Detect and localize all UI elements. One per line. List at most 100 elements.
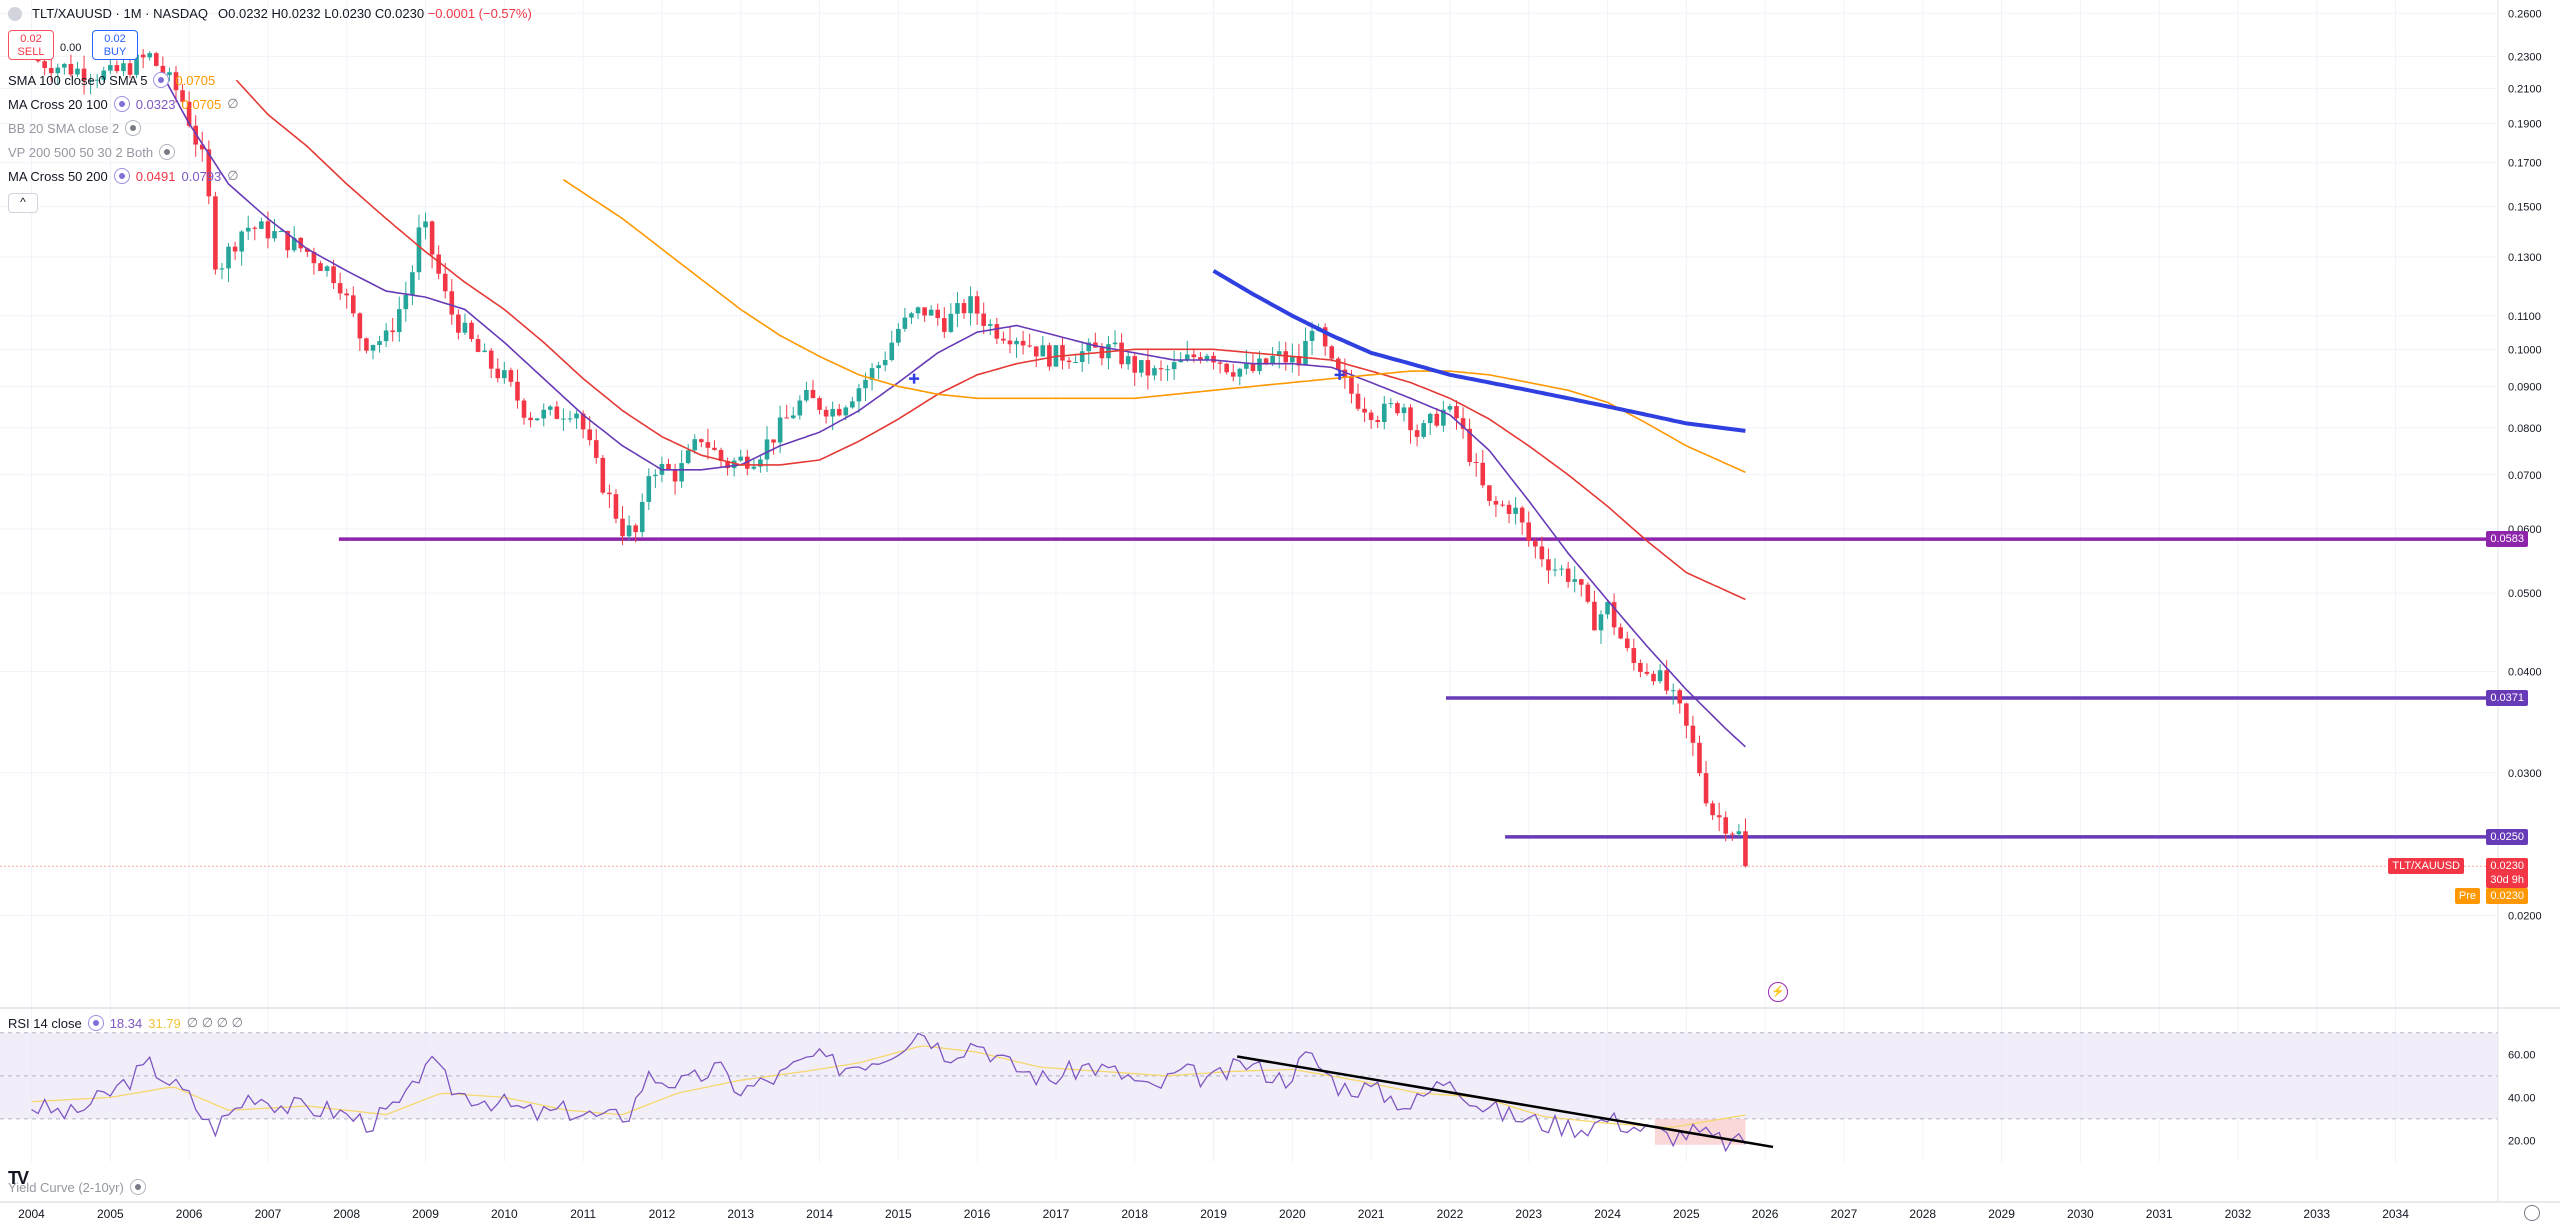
candle-body xyxy=(390,330,395,333)
candle-body xyxy=(1460,418,1466,429)
candle-body xyxy=(1677,690,1683,704)
candle-body xyxy=(140,54,146,58)
candle-body xyxy=(731,460,737,469)
eye-icon[interactable] xyxy=(113,96,130,112)
candle-body xyxy=(876,365,881,369)
candle-body xyxy=(206,149,212,197)
candle-body xyxy=(547,406,553,410)
x-tick-label: 2012 xyxy=(649,1207,676,1221)
candle-body xyxy=(305,248,310,252)
candle-body xyxy=(127,63,133,75)
indicator-value: ∅ xyxy=(227,96,239,111)
candle-body xyxy=(324,266,330,271)
indicator-row[interactable]: VP 200 500 50 30 2 Both xyxy=(8,144,176,160)
candle-body xyxy=(81,68,87,81)
eye-icon[interactable] xyxy=(113,168,130,184)
lightning-icon[interactable]: ⚡ xyxy=(1768,982,1788,1002)
candle-body xyxy=(882,360,888,366)
candle-body xyxy=(462,322,468,333)
candle-body xyxy=(685,450,691,464)
candle-body xyxy=(1355,393,1361,409)
candle-body xyxy=(1651,673,1656,682)
settings-gear-icon[interactable] xyxy=(2524,1205,2540,1221)
candle-body xyxy=(350,295,356,314)
indicator-name: MA Cross 50 200 xyxy=(8,168,108,184)
candle-body xyxy=(1592,601,1597,631)
candle-body xyxy=(1500,504,1505,506)
candle-body xyxy=(1618,627,1623,639)
indicator-row[interactable]: MA Cross 50 200 0.0491 0.0793 ∅ xyxy=(8,168,239,184)
y-tick-label: 0.1000 xyxy=(2508,344,2542,356)
eye-icon[interactable] xyxy=(87,1015,104,1031)
candle-body xyxy=(1723,817,1729,834)
candle-body xyxy=(482,350,487,352)
horizontal-lines xyxy=(0,537,2498,867)
candle-body xyxy=(456,314,461,333)
eye-icon[interactable] xyxy=(153,72,170,88)
rsi-legend[interactable]: RSI 14 close 18.34 31.79 ∅ ∅ ∅ ∅ xyxy=(8,1015,243,1031)
candle-body xyxy=(653,474,658,477)
candle-body xyxy=(1112,342,1118,345)
candle-body xyxy=(1309,330,1315,341)
rsi-line xyxy=(31,1032,1746,1153)
candle-body xyxy=(1303,340,1308,366)
candle-body xyxy=(1427,413,1433,424)
indicator-row[interactable]: BB 20 SMA close 2 xyxy=(8,120,142,136)
candle-body xyxy=(968,296,973,314)
candle-body xyxy=(1513,507,1518,514)
candle-body xyxy=(534,418,540,421)
eye-icon[interactable] xyxy=(129,1179,146,1195)
y-tick-label: 0.1700 xyxy=(2508,158,2542,170)
yield-curve-legend[interactable]: Yield Curve (2-10yr) xyxy=(8,1179,146,1195)
candle-body xyxy=(672,469,678,482)
candle-body xyxy=(423,221,428,228)
candle-body xyxy=(1395,403,1400,414)
eye-icon[interactable] xyxy=(125,120,142,136)
symbol-title[interactable]: TLT/XAUUSD · 1M · NASDAQ xyxy=(32,6,209,21)
sell-button[interactable]: 0.02 SELL xyxy=(8,30,54,60)
candle-body xyxy=(928,309,934,316)
candle-body xyxy=(35,59,41,62)
candle-body xyxy=(1578,579,1584,585)
candle-body xyxy=(1375,419,1381,423)
candle-body xyxy=(291,237,297,251)
indicator-name: SMA 100 close 0 SMA 5 xyxy=(8,72,148,88)
candle-body xyxy=(1401,407,1407,414)
candle-body xyxy=(1060,345,1065,361)
candle-body xyxy=(101,70,107,80)
x-tick-label: 2011 xyxy=(570,1207,596,1221)
y-tick-label: 0.2300 xyxy=(2508,51,2542,63)
candle-body xyxy=(1165,369,1170,371)
candle-body xyxy=(180,90,185,102)
candle-body xyxy=(561,418,566,420)
candle-body xyxy=(1624,638,1630,649)
buy-label: BUY xyxy=(103,46,127,58)
candle-body xyxy=(121,63,126,72)
indicator-row[interactable]: MA Cross 20 100 0.0323 0.0705 ∅ xyxy=(8,96,239,112)
candle-body xyxy=(272,231,277,239)
candle-body xyxy=(974,296,980,314)
candle-body xyxy=(147,53,153,58)
candle-body xyxy=(1572,579,1578,582)
candle-body xyxy=(1670,690,1676,692)
moving-averages xyxy=(164,79,1746,748)
candle-body xyxy=(843,407,849,416)
buy-button[interactable]: 0.02 BUY xyxy=(92,30,138,60)
eye-icon[interactable] xyxy=(159,144,176,160)
candle-body xyxy=(725,460,730,469)
candle-body xyxy=(1211,355,1216,363)
candle-body xyxy=(1276,351,1282,356)
candle-body xyxy=(1040,345,1046,357)
candle-body xyxy=(1710,803,1715,816)
candle-body xyxy=(1290,355,1295,363)
collapse-legend-button[interactable]: ^ xyxy=(8,193,38,213)
candle-body xyxy=(475,339,481,352)
indicator-row[interactable]: SMA 100 close 0 SMA 5 0.0705 xyxy=(8,72,215,88)
candle-body xyxy=(1217,362,1223,364)
rsi-y-tick-label: 20.00 xyxy=(2508,1135,2536,1147)
candle-body xyxy=(377,341,382,345)
candle-body xyxy=(199,144,205,150)
candle-body xyxy=(593,440,599,458)
x-tick-label: 2005 xyxy=(97,1207,124,1221)
